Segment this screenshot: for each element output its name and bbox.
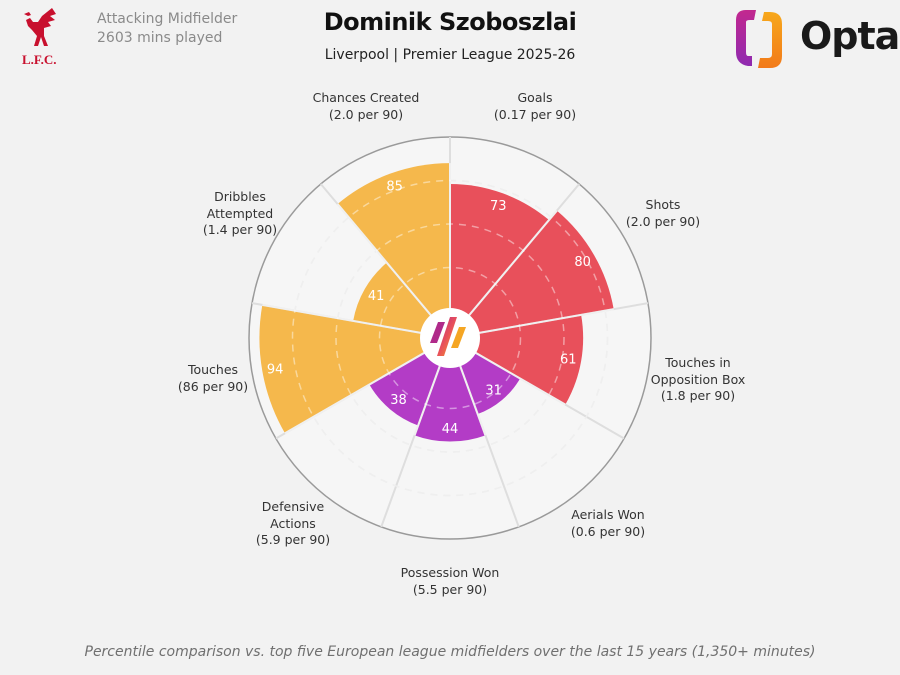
value-label-dribbles-attempted: 41: [368, 289, 385, 304]
value-label-touches: 94: [267, 362, 284, 377]
metric-per90: (5.9 per 90): [255, 532, 331, 547]
metric-name: Actions: [270, 515, 316, 531]
metric-name: Dribbles: [214, 189, 266, 204]
metric-per90: (86 per 90): [177, 378, 249, 394]
bar-divider: [284, 337, 451, 435]
metric-name: Touches: [187, 362, 239, 377]
metric-label-chances-created: Chances Created (2.0 per 90): [276, 90, 456, 123]
value-label-shots: 80: [574, 255, 591, 270]
center-logo-bar-3: [451, 327, 466, 348]
value-label-defensive-actions: 38: [390, 393, 407, 408]
metric-label-goals: Goals (0.17 per 90): [445, 90, 625, 123]
metric-name: Shots: [645, 197, 681, 212]
grid-ring-overlay: [291, 179, 609, 497]
metric-name: Attempted: [206, 205, 274, 221]
lfc-logo-text: L.F.C.: [22, 52, 57, 67]
lfc-liverbird-icon: [24, 8, 56, 46]
opta-logo-text: Opta: [800, 14, 900, 58]
bar-touches: [259, 304, 450, 434]
opta-logo-icon: [736, 10, 782, 68]
bar-chances-created: [337, 163, 450, 338]
page-subtitle: Liverpool | Premier League 2025-26: [324, 47, 576, 63]
value-label-chances-created: 85: [386, 179, 403, 194]
metric-name: Chances Created: [312, 90, 420, 105]
grid-ring-overlay: [378, 266, 522, 410]
metric-label-touches: Touches (86 per 90): [123, 362, 303, 395]
metric-per90: (0.6 per 90): [570, 523, 646, 539]
bar-shots: [450, 210, 614, 338]
center-logo: [420, 308, 480, 368]
metric-label-dribbles-attempted: Dribbles Attempted (1.4 per 90): [150, 189, 330, 239]
metric-name: Goals: [517, 90, 553, 105]
metric-per90: (0.17 per 90): [493, 106, 577, 122]
metric-per90: (1.4 per 90): [202, 222, 278, 237]
bar-dribbles-attempted: [353, 262, 450, 338]
player-info: Attacking Midfielder 2603 mins played: [97, 10, 237, 48]
bar-possession-won: [414, 338, 486, 442]
value-label-possession-won: 44: [442, 422, 459, 437]
metric-name: Opposition Box: [650, 371, 746, 387]
page-title: Dominik Szoboszlai: [323, 8, 577, 36]
value-label-goals: 73: [490, 199, 507, 214]
metric-name: Touches in: [665, 355, 731, 370]
bar-touches-in-opposition-box: [450, 314, 584, 405]
player-position: Attacking Midfielder: [97, 11, 238, 27]
bar-divider: [262, 303, 451, 339]
metric-per90: (1.8 per 90): [660, 388, 736, 403]
value-label-touches-in-opposition-box: 61: [560, 352, 577, 367]
minutes-played: 2603 mins played: [97, 30, 223, 46]
center-logo-bar-1: [430, 322, 445, 343]
metric-label-touches-in-opposition-box: Touches in Opposition Box (1.8 per 90): [608, 355, 788, 405]
metric-label-possession-won: Possession Won (5.5 per 90): [360, 565, 540, 598]
grid-ring-overlay: [335, 223, 565, 453]
metric-label-defensive-actions: Defensive Actions (5.9 per 90): [203, 499, 383, 549]
metric-name: Possession Won: [400, 565, 500, 580]
metric-per90: (5.5 per 90): [412, 581, 488, 597]
value-label-aerials-won: 31: [485, 384, 502, 399]
metric-name: Defensive: [261, 499, 325, 514]
center-logo-bar-2: [437, 317, 457, 356]
metric-label-shots: Shots (2.0 per 90): [573, 197, 753, 230]
metric-per90: (2.0 per 90): [625, 213, 701, 229]
bar-goals: [450, 183, 550, 338]
metric-per90: (2.0 per 90): [328, 106, 404, 122]
metric-label-aerials-won: Aerials Won (0.6 per 90): [518, 507, 698, 540]
metric-name: Aerials Won: [571, 507, 645, 522]
chart-footnote: Percentile comparison vs. top five Europ…: [84, 644, 816, 660]
